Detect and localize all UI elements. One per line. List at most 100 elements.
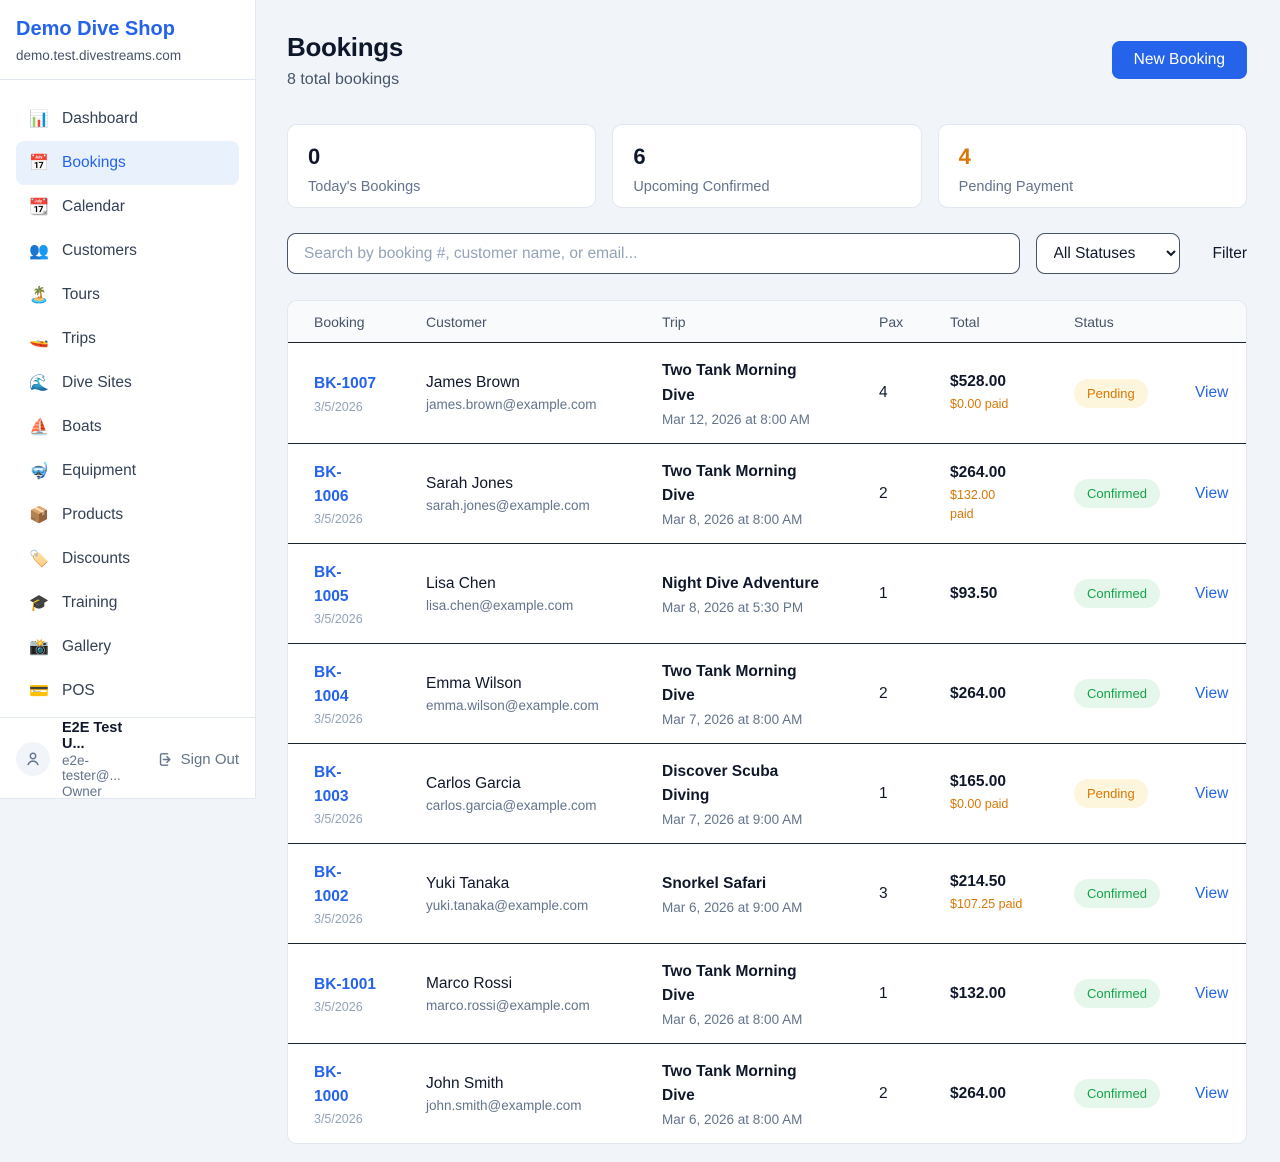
page-header: Bookings 8 total bookings New Booking <box>287 32 1247 89</box>
pax-cell: 3 <box>879 884 888 902</box>
status-badge: Confirmed <box>1074 979 1160 1008</box>
booking-id-link[interactable]: BK- 1003 <box>314 763 349 805</box>
view-link[interactable]: View <box>1195 684 1229 702</box>
sidebar-item-calendar[interactable]: 📆 Calendar <box>16 185 239 229</box>
sidebar-item-tours[interactable]: 🏝️ Tours <box>16 273 239 317</box>
booking-id-link[interactable]: BK- 1002 <box>314 863 349 905</box>
sidebar-item-gallery[interactable]: 📸 Gallery <box>16 625 239 669</box>
status-cell: Pending <box>1074 378 1195 408</box>
brand-name: Demo Dive Shop <box>16 18 175 40</box>
sidebar-item-training[interactable]: 🎓 Training <box>16 581 239 625</box>
sidebar-item-label: Customers <box>62 242 137 259</box>
trip-cell: Two Tank Morning Dive Mar 12, 2026 at 8:… <box>662 359 879 426</box>
sidebar-item-dashboard[interactable]: 📊 Dashboard <box>16 97 239 141</box>
equipment-icon: 🤿 <box>29 463 49 480</box>
stat-label: Today's Bookings <box>308 179 421 195</box>
sidebar-item-boats[interactable]: ⛵ Boats <box>16 405 239 449</box>
booking-id-link[interactable]: BK-1001 <box>314 975 377 993</box>
stat-value: 0 <box>308 144 321 169</box>
trip-cell: Two Tank Morning Dive Mar 6, 2026 at 8:0… <box>662 1060 879 1127</box>
booking-id-link[interactable]: BK- 1004 <box>314 663 349 705</box>
customer-name: Marco Rossi <box>426 974 513 992</box>
view-link[interactable]: View <box>1195 584 1229 602</box>
sidebar-item-label: POS <box>62 682 95 699</box>
new-booking-button[interactable]: New Booking <box>1111 41 1247 79</box>
customer-email: marco.rossi@example.com <box>426 997 590 1013</box>
sign-out-button[interactable]: Sign Out <box>157 751 239 768</box>
sidebar-item-equipment[interactable]: 🤿 Equipment <box>16 449 239 493</box>
status-cell: Confirmed <box>1074 479 1195 508</box>
sidebar-nav: 📊 Dashboard 📅 Bookings 📆 Calendar 👥 Cust… <box>0 80 255 717</box>
sidebar-item-label: Discounts <box>62 550 131 567</box>
booking-id-link[interactable]: BK- 1005 <box>314 563 349 605</box>
table-row: BK-1007 3/5/2026 James Brown james.brown… <box>288 343 1246 443</box>
booking-id-link[interactable]: BK- 1006 <box>314 463 349 505</box>
avatar <box>16 742 50 776</box>
gallery-icon: 📸 <box>29 639 49 656</box>
total-cell: $264.00 <box>950 1085 1074 1103</box>
view-link[interactable]: View <box>1195 384 1229 401</box>
status-badge: Confirmed <box>1074 679 1160 708</box>
sign-out-label: Sign Out <box>180 750 239 768</box>
filter-button[interactable]: Filter <box>1212 244 1247 262</box>
trip-name: Snorkel Safari <box>662 874 767 892</box>
stat-card: 6 Upcoming Confirmed <box>612 124 922 208</box>
trip-time: Mar 6, 2026 at 8:00 AM <box>662 1112 803 1128</box>
sidebar-item-pos[interactable]: 💳 POS <box>16 669 239 713</box>
booking-cell: BK- 1004 3/5/2026 <box>314 661 426 726</box>
table-row: BK- 1004 3/5/2026 Emma Wilson emma.wilso… <box>288 643 1246 743</box>
booking-cell: BK- 1000 3/5/2026 <box>314 1061 426 1126</box>
view-link[interactable]: View <box>1195 884 1229 902</box>
sidebar: Demo Dive Shop demo.test.divestreams.com… <box>0 0 256 799</box>
sidebar-item-dive-sites[interactable]: 🌊 Dive Sites <box>16 361 239 405</box>
trip-time: Mar 12, 2026 at 8:00 AM <box>662 411 810 427</box>
booking-id-link[interactable]: BK-1007 <box>314 375 377 393</box>
total-cell: $528.00 $0.00 paid <box>950 373 1074 413</box>
sidebar-item-bookings[interactable]: 📅 Bookings <box>16 141 239 185</box>
view-link[interactable]: View <box>1195 984 1229 1002</box>
total-amount: $93.50 <box>950 584 998 602</box>
customer-cell: Sarah Jones sarah.jones@example.com <box>426 475 662 513</box>
table-row: BK- 1002 3/5/2026 Yuki Tanaka yuki.tanak… <box>288 843 1246 943</box>
total-amount: $214.50 <box>950 873 1007 891</box>
discounts-icon: 🏷️ <box>29 551 49 568</box>
table-body: BK-1007 3/5/2026 James Brown james.brown… <box>288 343 1246 1143</box>
pos-icon: 💳 <box>29 683 49 700</box>
search-input[interactable] <box>287 233 1020 274</box>
total-amount: $264.00 <box>950 464 1007 482</box>
sidebar-item-customers[interactable]: 👥 Customers <box>16 229 239 273</box>
view-link[interactable]: View <box>1195 784 1229 802</box>
pax-cell: 1 <box>879 584 888 602</box>
status-cell: Confirmed <box>1074 579 1195 608</box>
booking-cell: BK- 1005 3/5/2026 <box>314 561 426 626</box>
trip-time: Mar 7, 2026 at 9:00 AM <box>662 812 803 828</box>
action-cell: View <box>1195 384 1228 402</box>
user-role: Owner <box>62 783 102 799</box>
sidebar-item-products[interactable]: 📦 Products <box>16 493 239 537</box>
trip-name: Two Tank Morning Dive <box>662 462 797 504</box>
view-link[interactable]: View <box>1195 1084 1229 1102</box>
sidebar-item-label: Dive Sites <box>62 374 132 391</box>
status-filter-select[interactable]: All Statuses <box>1035 233 1180 274</box>
customer-name: John Smith <box>426 1074 504 1092</box>
trip-cell: Two Tank Morning Dive Mar 6, 2026 at 8:0… <box>662 960 879 1027</box>
controls-row: All Statuses Filter <box>287 233 1247 274</box>
table-header-row: Booking Customer Trip Pax Total Status <box>288 301 1246 343</box>
booking-id-link[interactable]: BK- 1000 <box>314 1063 349 1105</box>
customer-email: james.brown@example.com <box>426 397 597 412</box>
sidebar-item-discounts[interactable]: 🏷️ Discounts <box>16 537 239 581</box>
view-link[interactable]: View <box>1195 484 1229 502</box>
total-cell: $165.00 $0.00 paid <box>950 773 1074 813</box>
sidebar-item-label: Dashboard <box>62 110 138 127</box>
booking-cell: BK- 1002 3/5/2026 <box>314 861 426 926</box>
trip-name: Two Tank Morning Dive <box>662 662 797 704</box>
status-cell: Confirmed <box>1074 679 1195 708</box>
stat-label: Pending Payment <box>958 179 1074 195</box>
user-info: E2E Test U... e2e-tester@... Owner <box>62 720 145 799</box>
customer-cell: Emma Wilson emma.wilson@example.com <box>426 675 662 713</box>
sidebar-item-trips[interactable]: 🚤 Trips <box>16 317 239 361</box>
customer-name: Sarah Jones <box>426 474 514 492</box>
booking-date: 3/5/2026 <box>314 399 363 414</box>
stat-value: 4 <box>958 144 971 169</box>
total-cell: $214.50 $107.25 paid <box>950 873 1074 913</box>
